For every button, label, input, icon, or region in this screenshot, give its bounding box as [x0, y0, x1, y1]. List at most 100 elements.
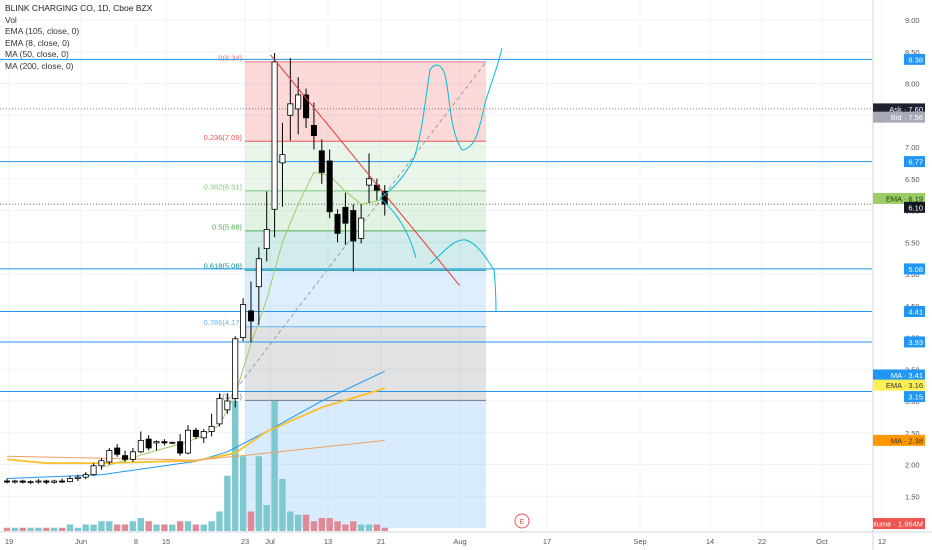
candle-body: [373, 184, 380, 191]
candle: [19, 479, 26, 484]
candle-body: [224, 400, 231, 411]
volume-bar: [326, 518, 333, 531]
volume-bar: [342, 524, 349, 531]
study-ma-50[interactable]: MA (50, close, 0): [5, 49, 69, 60]
candle: [51, 479, 58, 484]
badge-bg: [873, 111, 925, 123]
badge-text: 3.93: [908, 338, 923, 347]
volume-bar: [302, 514, 310, 531]
time-tick-label: 12: [878, 537, 886, 546]
volume-bar: [82, 524, 89, 531]
candle-body: [153, 441, 160, 444]
price-axis-badge: EMA · 3.16: [873, 379, 925, 391]
time-tick-label: 15: [162, 537, 170, 546]
candle-body: [247, 310, 254, 322]
time-tick-label: 17: [543, 537, 551, 546]
candle-body: [98, 460, 105, 467]
candle: [4, 478, 10, 484]
candle: [310, 102, 317, 150]
badge-bg: [873, 379, 925, 391]
candle-body: [279, 154, 286, 164]
badge-text: 8.38: [908, 55, 923, 64]
badge-bg: [904, 391, 925, 403]
fib-zone: [245, 230, 486, 271]
candle: [43, 479, 50, 485]
price-axis-badge: 6.77: [904, 156, 925, 168]
candle: [358, 204, 365, 244]
candle: [66, 475, 73, 483]
earnings-circle: [514, 513, 530, 529]
candle: [11, 479, 18, 484]
badge-text: 6.77: [908, 158, 923, 167]
candle: [145, 435, 152, 451]
volume-bar: [365, 524, 373, 531]
volume-bar: [200, 524, 207, 531]
candle: [350, 204, 357, 272]
price-tick-label: 6.50: [905, 175, 920, 184]
price-axis-badge: EMA · 6.19: [873, 192, 925, 204]
price-axis-badge: 4.41: [904, 305, 925, 317]
badge-bg: [873, 369, 925, 381]
time-tick-label: Jun: [75, 537, 87, 546]
candle: [208, 413, 215, 437]
volume-bars: [3, 401, 388, 531]
candle: [263, 191, 270, 262]
fib-level-label: 0.236(7.09): [204, 133, 243, 142]
price-axis-badge: MA · 2.38: [873, 434, 925, 446]
badge-bg: [904, 53, 925, 65]
badge-text: MA · 3.41: [891, 371, 923, 380]
volume-bar: [208, 521, 215, 531]
badge-text: EMA · 6.19: [886, 194, 923, 203]
candle: [177, 434, 184, 456]
volume-bar: [287, 511, 294, 531]
candle-body: [263, 229, 270, 250]
price-tick-label: 5.00: [905, 270, 920, 279]
price-axis-badge: Ask · 7.60: [873, 103, 925, 115]
candle-body: [27, 481, 34, 484]
volume-bar: [153, 524, 160, 531]
volume-bar: [161, 524, 168, 531]
volume-bar: [279, 479, 286, 531]
volume-bar: [176, 521, 184, 531]
candle: [224, 393, 231, 414]
candle-body: [169, 441, 176, 444]
study-ema-8[interactable]: EMA (8, close, 0): [5, 37, 70, 48]
badge-text: EMA · 3.16: [886, 381, 923, 390]
volume-bar: [43, 527, 50, 531]
candle: [200, 428, 207, 443]
projection-sketch-low: [429, 239, 497, 313]
volume-bar: [373, 524, 381, 531]
time-tick-label: 8: [134, 537, 138, 546]
volume-bar: [216, 511, 223, 531]
candle-body: [19, 480, 26, 483]
time-tick-label: 19: [5, 537, 13, 546]
volume-bar: [113, 524, 121, 531]
volume-bar: [58, 527, 66, 531]
candle: [74, 474, 81, 482]
study-ma-200[interactable]: MA (200, close, 0): [5, 60, 74, 71]
candle-body: [106, 450, 113, 463]
candle-body: [82, 474, 89, 478]
fib-level-label: 0.618(5.06): [204, 262, 243, 271]
volume-bar: [263, 505, 270, 531]
price-axis-badge: MA · 3.41: [873, 369, 925, 381]
downtrend-line: [270, 54, 460, 286]
volume-bar: [19, 527, 26, 531]
badge-bg: [904, 336, 925, 348]
candle-body: [350, 210, 357, 242]
candle: [35, 479, 42, 484]
time-tick-label: 14: [706, 537, 714, 546]
volume-bar: [90, 524, 97, 531]
candle: [137, 431, 144, 454]
candle: [153, 440, 160, 451]
study-ema-105[interactable]: EMA (105, close, 0): [5, 26, 80, 37]
badge-text: 5.08: [908, 265, 923, 274]
study-volume[interactable]: Vol: [5, 14, 17, 25]
candle: [216, 393, 223, 427]
badge-text: Ask · 7.60: [889, 105, 923, 114]
candle-body: [255, 258, 262, 288]
earnings-letter: E: [519, 517, 524, 526]
candle: [342, 192, 349, 245]
time-tick-label: Sep: [633, 537, 646, 546]
